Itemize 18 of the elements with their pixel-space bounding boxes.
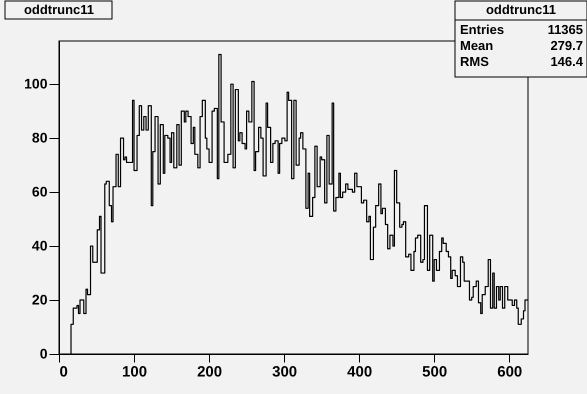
y-tick-label: 0 [40, 346, 48, 362]
x-tick-label: 0 [60, 364, 68, 380]
chart-title: oddtrunc11 [24, 2, 94, 17]
text: Entries 11365 [460, 22, 583, 37]
text: RMS 146.4 [460, 54, 583, 69]
x-tick-label: 600 [497, 364, 522, 380]
y-tick-label: 60 [32, 184, 48, 200]
x-tick-label: 100 [122, 364, 148, 380]
y-tick-label: 20 [32, 292, 48, 308]
y-tick-label: 40 [32, 238, 48, 254]
x-tick-label: 500 [422, 364, 448, 380]
chart-title: oddtrunc11 [486, 2, 556, 17]
x-tick-label: 300 [272, 364, 298, 380]
x-tick-label: 200 [197, 364, 222, 380]
y-tick-label: 80 [32, 130, 48, 146]
text: Mean 279.7 [460, 38, 583, 53]
y-tick-label: 100 [24, 76, 48, 92]
x-tick-label: 400 [347, 364, 372, 380]
